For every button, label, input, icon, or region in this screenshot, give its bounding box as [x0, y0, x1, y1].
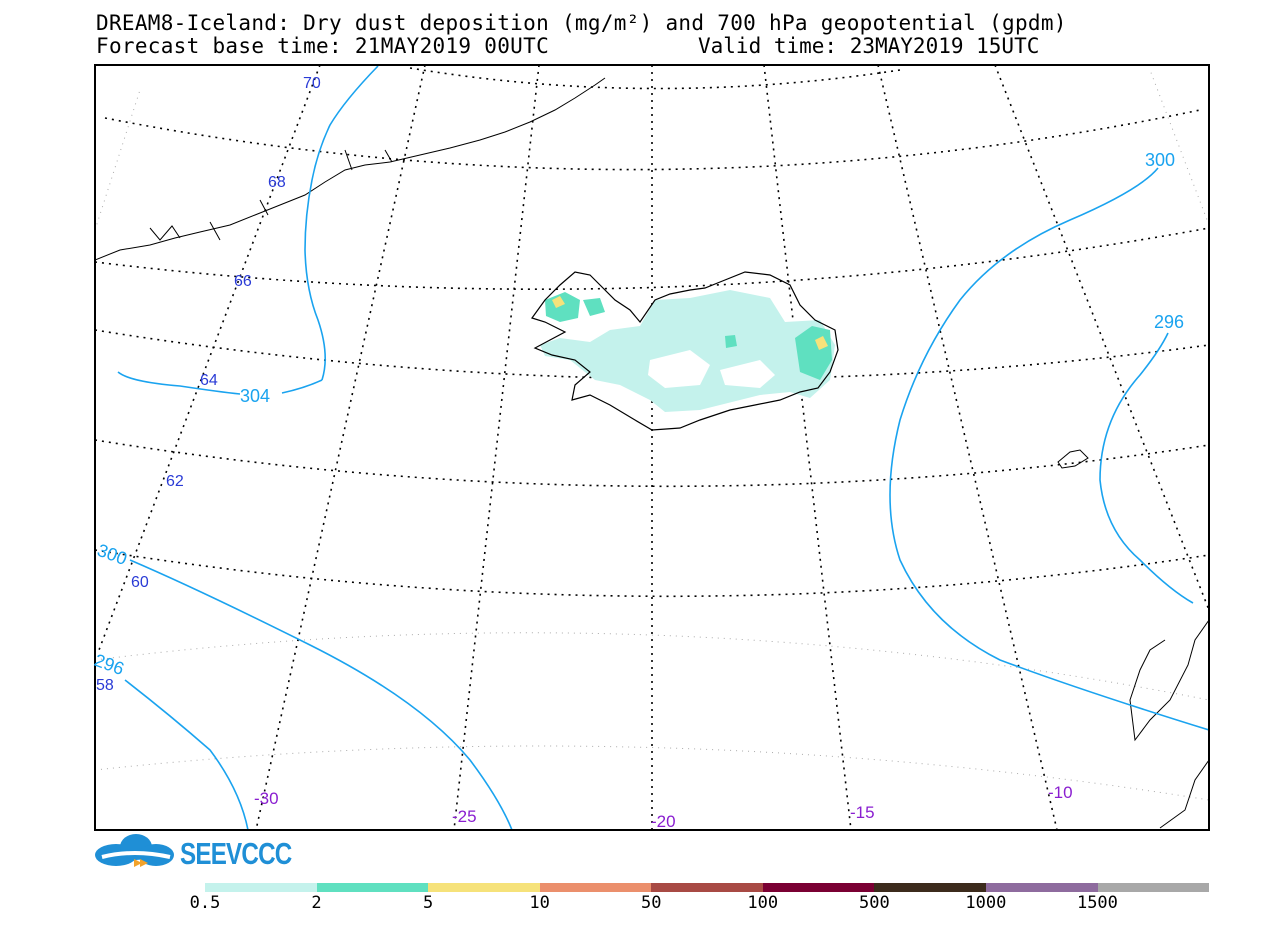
- lon-label-minus20: -20: [651, 812, 676, 831]
- lat-label-70: 70: [303, 75, 321, 92]
- legend-swatch: [316, 883, 429, 892]
- contour-label-300-west: 300: [95, 540, 130, 569]
- greenland-coastline: [95, 77, 606, 261]
- lon-label-minus10: -10: [1048, 783, 1073, 802]
- latitude-labels: 70 68 66 64 62 60 58: [96, 75, 321, 694]
- logo-text: SEEVCCC: [180, 836, 292, 871]
- legend-label: 2: [311, 893, 322, 913]
- legend-label: 500: [858, 893, 890, 913]
- lat-label-64: 64: [200, 372, 218, 389]
- norway-coastline: [1129, 619, 1209, 829]
- lat-label-58: 58: [96, 677, 114, 694]
- legend-label: 10: [529, 893, 550, 913]
- legend-swatch: [205, 883, 317, 892]
- lon-label-minus30: -30: [254, 789, 279, 808]
- color-legend: [205, 883, 1210, 892]
- faroe-islands: [1057, 449, 1089, 469]
- contour-label-296-east: 296: [1154, 312, 1184, 332]
- valid-time: Valid time: 23MAY2019 15UTC: [698, 34, 1040, 58]
- map-frame: [94, 64, 1210, 831]
- legend-swatch: [651, 883, 763, 892]
- longitude-labels: -30 -25 -20 -15 -10: [254, 783, 1073, 831]
- contour-labels: 300 296 304 300 296: [92, 150, 1184, 679]
- meridians: [98, 65, 1209, 830]
- legend-label: 50: [640, 893, 662, 913]
- legend-swatch: [874, 883, 986, 892]
- legend-label: 1500: [1076, 893, 1118, 913]
- contour-label-304: 304: [240, 386, 270, 406]
- legend-swatch: [428, 883, 540, 892]
- seevccc-logo: [95, 834, 174, 867]
- lat-label-60: 60: [131, 574, 149, 591]
- iceland-coastline: [531, 271, 839, 431]
- contour-label-296-west: 296: [92, 650, 127, 679]
- map-title: DREAM8-Iceland: Dry dust deposition (mg/…: [96, 11, 1067, 35]
- lat-label-68: 68: [268, 174, 286, 191]
- legend-label: 1000: [965, 893, 1007, 913]
- legend-swatch: [762, 883, 875, 892]
- lon-label-minus15: -15: [850, 803, 875, 822]
- legend-label: 100: [747, 893, 779, 913]
- lon-label-minus25: -25: [452, 807, 477, 826]
- parallels: [95, 67, 1209, 598]
- legend-label: 5: [422, 893, 434, 913]
- legend-swatch: [1097, 883, 1210, 892]
- contour-label-300-east: 300: [1145, 150, 1175, 170]
- lat-label-66: 66: [234, 273, 252, 290]
- forecast-base-time: Forecast base time: 21MAY2019 00UTC: [96, 34, 550, 58]
- legend-label: 0.5: [189, 893, 221, 913]
- legend-swatch: [539, 883, 652, 892]
- geopotential-contours: [117, 65, 1209, 830]
- dust-deposition: [540, 290, 835, 412]
- lat-label-62: 62: [166, 473, 184, 490]
- legend-swatch: [985, 883, 1098, 892]
